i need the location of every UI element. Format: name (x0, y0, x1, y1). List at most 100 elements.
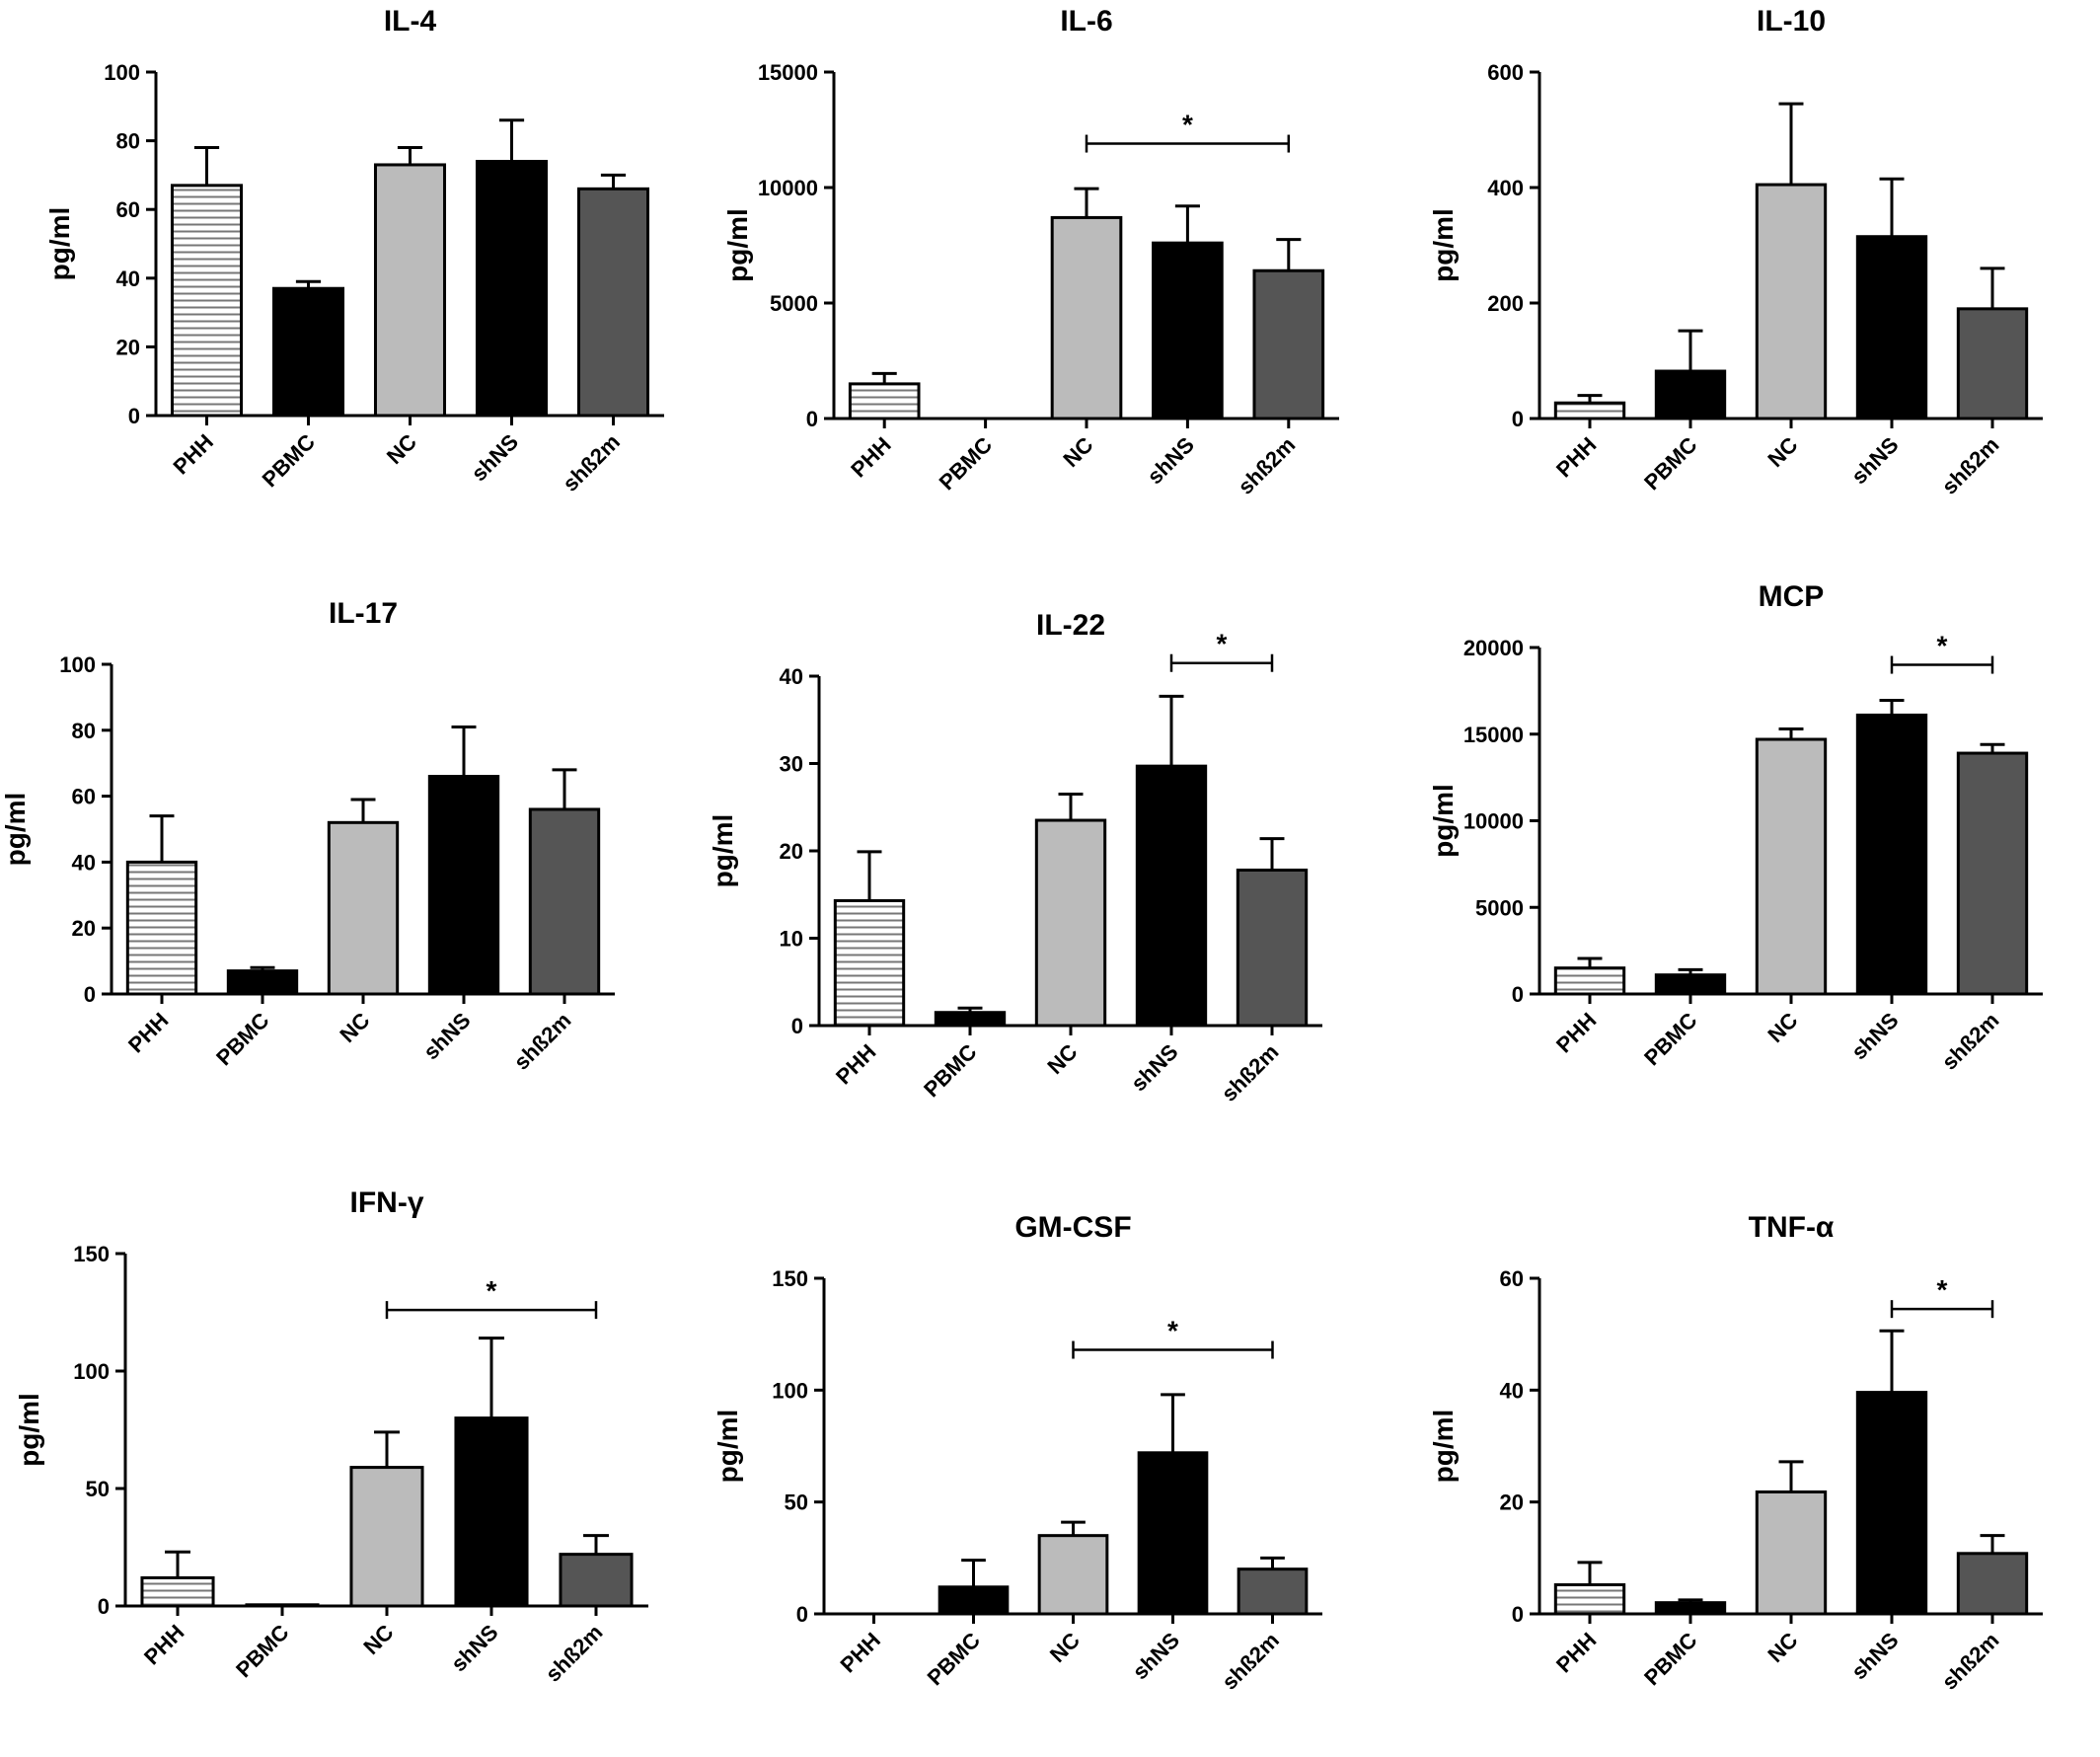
bar (1956, 1552, 2029, 1616)
y-tick-label: 600 (1487, 60, 1524, 85)
y-tick-label: 100 (772, 1378, 808, 1403)
y-tick-label: 0 (84, 982, 96, 1007)
category-label: PHH (1551, 432, 1602, 483)
panel-7: GM-CSF pg/ml 0 50 100 150 PHH PBMC NC shNS shß2m * (696, 1180, 1342, 1757)
y-tick-label: 30 (780, 752, 803, 777)
category-label: shß2m (1234, 432, 1301, 499)
panel-2: IL-10 pg/ml 0 200 400 600 PHH PBMC NC shNS shß2m (1411, 0, 2062, 562)
bar (1654, 1601, 1727, 1616)
y-axis-label: pg/ml (0, 793, 31, 867)
category-label: PBMC (1639, 432, 1702, 496)
category-label: shNS (446, 1620, 502, 1676)
chart-title: IL-4 (384, 5, 437, 38)
significance-star: * (1937, 1274, 1948, 1305)
y-axis-label: pg/ml (712, 1410, 743, 1484)
y-tick-label: 20 (116, 335, 140, 359)
category-label: NC (1058, 432, 1097, 472)
significance-bracket (1072, 1340, 1274, 1359)
category-label: shNS (1142, 432, 1198, 489)
y-tick-label: 150 (772, 1266, 808, 1291)
y-tick-label: 40 (116, 267, 140, 291)
y-tick-label: 5000 (1475, 895, 1524, 920)
y-tick-label: 10000 (758, 176, 818, 200)
y-tick-label: 100 (59, 652, 96, 677)
bar (454, 1416, 529, 1608)
bar (1037, 1534, 1109, 1616)
bar (1553, 401, 1626, 420)
chart-title: GM-CSF (1014, 1211, 1131, 1244)
bar (1236, 868, 1309, 1028)
category-label: shß2m (1937, 1628, 2004, 1695)
y-tick-label: 150 (73, 1242, 110, 1266)
bar (938, 1585, 1010, 1616)
category-label: shNS (467, 429, 523, 486)
category-label: shß2m (541, 1620, 608, 1687)
y-tick-label: 0 (1512, 407, 1524, 431)
significance-bracket (1085, 134, 1291, 153)
category-label: NC (1762, 432, 1802, 472)
chart-title: MCP (1759, 580, 1825, 613)
chart-svg: IFN-γ pg/ml 0 50 100 150 PHH PBMC NC shNS shß2m * (14, 1186, 648, 1687)
chart-svg: IL-10 pg/ml 0 200 400 600 PHH PBMC NC shNS shß2m (1428, 5, 2043, 499)
bar (1553, 966, 1626, 996)
category-label: NC (358, 1620, 398, 1659)
category-label: NC (382, 429, 421, 469)
bar (1855, 713, 1928, 996)
y-tick-label: 0 (98, 1594, 110, 1619)
figure: IL-4 pg/ml 0 20 40 60 80 100 PHH PBMC NC shNS shß2m I… (0, 0, 2062, 1695)
chart-svg: GM-CSF pg/ml 0 50 100 150 PHH PBMC NC shNS shß2m * (712, 1211, 1322, 1695)
category-label: PHH (123, 1008, 174, 1058)
y-tick-label: 100 (73, 1359, 110, 1384)
y-tick-label: 20000 (1463, 636, 1524, 660)
bar (245, 1603, 320, 1608)
category-label: shNS (1126, 1039, 1182, 1096)
bar (833, 898, 906, 1028)
bar (1755, 183, 1828, 420)
y-tick-label: 15000 (1463, 723, 1524, 747)
chart-title: IL-10 (1757, 5, 1826, 38)
bar (1553, 1583, 1626, 1616)
y-tick-label: 0 (806, 407, 818, 431)
chart-svg: IL-4 pg/ml 0 20 40 60 80 100 PHH PBMC NC shNS shß2m (44, 5, 664, 497)
significance-star: * (1937, 631, 1948, 661)
bar (1135, 764, 1208, 1028)
panel-1: IL-6 pg/ml 0 5000 10000 15000 PHH PBMC NC shNS shß… (706, 0, 1359, 562)
category-label: shß2m (1217, 1628, 1284, 1695)
category-label: shß2m (509, 1008, 576, 1075)
y-tick-label: 60 (1500, 1266, 1524, 1291)
chart-title: IL-6 (1060, 5, 1112, 38)
panel-4: IL-22 pg/ml 0 10 20 30 40 PHH PBMC NC shNS shß2m * (691, 592, 1342, 1169)
y-tick-label: 50 (785, 1490, 808, 1515)
category-label: NC (1042, 1039, 1082, 1079)
significance-bracket (1890, 1300, 1994, 1319)
chart-title: IL-22 (1036, 609, 1105, 642)
y-tick-label: 5000 (770, 291, 818, 316)
category-label: shß2m (1937, 432, 2004, 499)
category-label: NC (1762, 1008, 1802, 1047)
bar (271, 286, 345, 418)
bar (848, 382, 921, 420)
significance-star: * (1182, 110, 1193, 140)
bar (559, 1553, 634, 1608)
bar (475, 159, 549, 418)
y-axis-label: pg/ml (44, 207, 75, 281)
y-axis-label: pg/ml (14, 1393, 44, 1467)
y-axis-label: pg/ml (1428, 784, 1459, 858)
y-tick-label: 400 (1487, 176, 1524, 200)
significance-star: * (1217, 629, 1228, 659)
bar (934, 1011, 1007, 1028)
y-tick-label: 0 (128, 404, 140, 428)
bar (1237, 1567, 1309, 1616)
y-tick-label: 20 (1500, 1490, 1524, 1515)
category-label: NC (1762, 1628, 1802, 1667)
y-tick-label: 60 (72, 785, 96, 809)
category-label: PBMC (923, 1628, 986, 1691)
y-tick-label: 200 (1487, 291, 1524, 316)
bar (1956, 307, 2029, 420)
y-axis-label: pg/ml (722, 208, 753, 282)
category-label: shNS (418, 1008, 475, 1064)
bar (1755, 1490, 1828, 1616)
bar (327, 820, 400, 996)
bar (373, 163, 447, 418)
y-tick-label: 0 (796, 1602, 808, 1627)
